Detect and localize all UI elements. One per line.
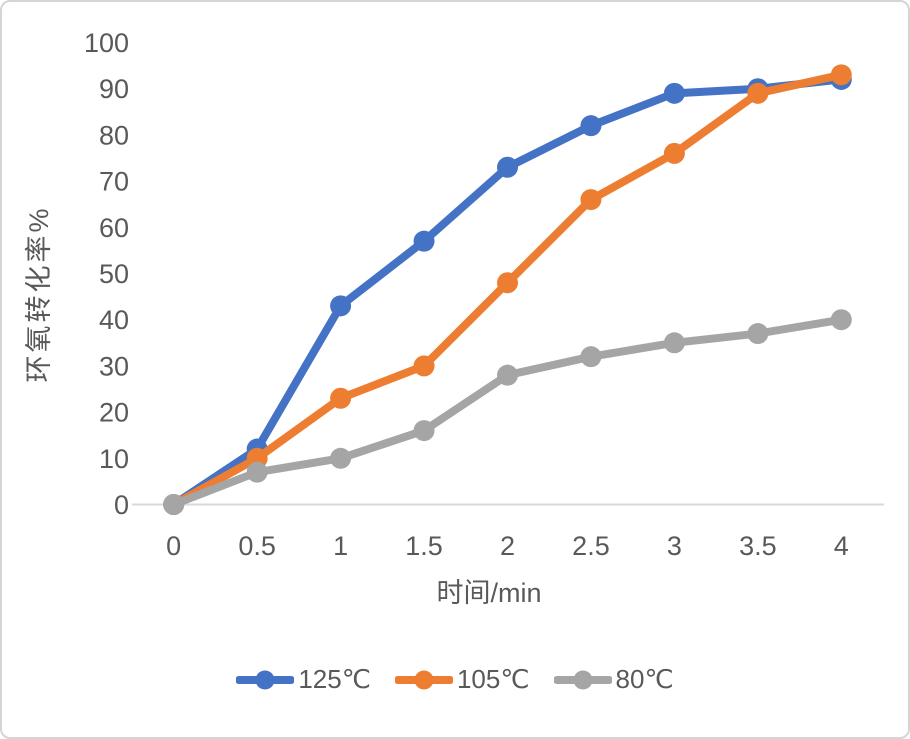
data-point xyxy=(580,189,602,211)
legend: 125℃ 105℃ 80℃ xyxy=(2,664,908,695)
data-point xyxy=(580,346,602,368)
data-point xyxy=(330,447,352,469)
y-tick-label: 10 xyxy=(99,444,129,474)
data-point xyxy=(163,494,185,515)
legend-item-125c: 125℃ xyxy=(236,664,371,695)
data-point xyxy=(830,64,852,86)
data-point xyxy=(580,115,602,137)
x-tick-label: 0 xyxy=(166,531,181,561)
data-point xyxy=(663,142,685,164)
chart-canvas: 环氧转化率% 时间/min 0 10 20 30 40 50 60 70 80 90 100 0 0.5… xyxy=(24,28,884,608)
data-point xyxy=(497,272,518,294)
legend-label-105c: 105℃ xyxy=(456,664,530,694)
legend-label-80c: 80℃ xyxy=(615,664,674,694)
data-point xyxy=(747,82,769,104)
legend-item-80c: 80℃ xyxy=(553,664,674,695)
y-tick-label: 30 xyxy=(99,351,129,381)
legend-marker-105c xyxy=(394,670,453,689)
x-tick-label: 2.5 xyxy=(572,531,610,561)
data-point xyxy=(413,355,435,377)
y-tick-label: 90 xyxy=(99,74,129,104)
data-point xyxy=(497,156,518,178)
y-tick-label: 50 xyxy=(99,259,129,289)
data-point xyxy=(330,295,352,317)
x-axis-title: 时间/min xyxy=(436,578,541,608)
x-tick-label: 0.5 xyxy=(238,531,276,561)
y-tick-label: 20 xyxy=(99,398,129,428)
legend-marker-125c xyxy=(236,670,295,689)
series-line xyxy=(169,315,846,509)
legend-item-105c: 105℃ xyxy=(394,664,530,695)
data-point xyxy=(497,364,518,386)
data-point xyxy=(413,230,435,252)
legend-marker-80c xyxy=(553,670,612,689)
x-tick-label: 1.5 xyxy=(405,531,443,561)
x-tick-label: 1 xyxy=(333,531,348,561)
y-tick-label: 100 xyxy=(84,28,129,58)
data-point xyxy=(663,332,685,354)
x-tick-label: 4 xyxy=(834,531,849,561)
y-tick-label: 40 xyxy=(99,305,129,335)
y-tick-label: 70 xyxy=(99,167,129,197)
data-point xyxy=(663,82,685,104)
data-point xyxy=(830,309,852,331)
data-point xyxy=(246,461,268,483)
data-point xyxy=(330,387,352,409)
y-tick-label: 60 xyxy=(99,213,129,243)
x-tick-label: 3.5 xyxy=(739,531,777,561)
y-tick-label: 0 xyxy=(114,490,129,520)
x-tick-label: 3 xyxy=(667,531,682,561)
y-tick-label: 80 xyxy=(99,120,129,150)
data-point xyxy=(413,420,435,442)
y-axis-title: 环氧转化率% xyxy=(24,205,54,382)
legend-label-125c: 125℃ xyxy=(298,664,371,694)
data-point xyxy=(747,323,769,345)
x-tick-label: 2 xyxy=(500,531,515,561)
